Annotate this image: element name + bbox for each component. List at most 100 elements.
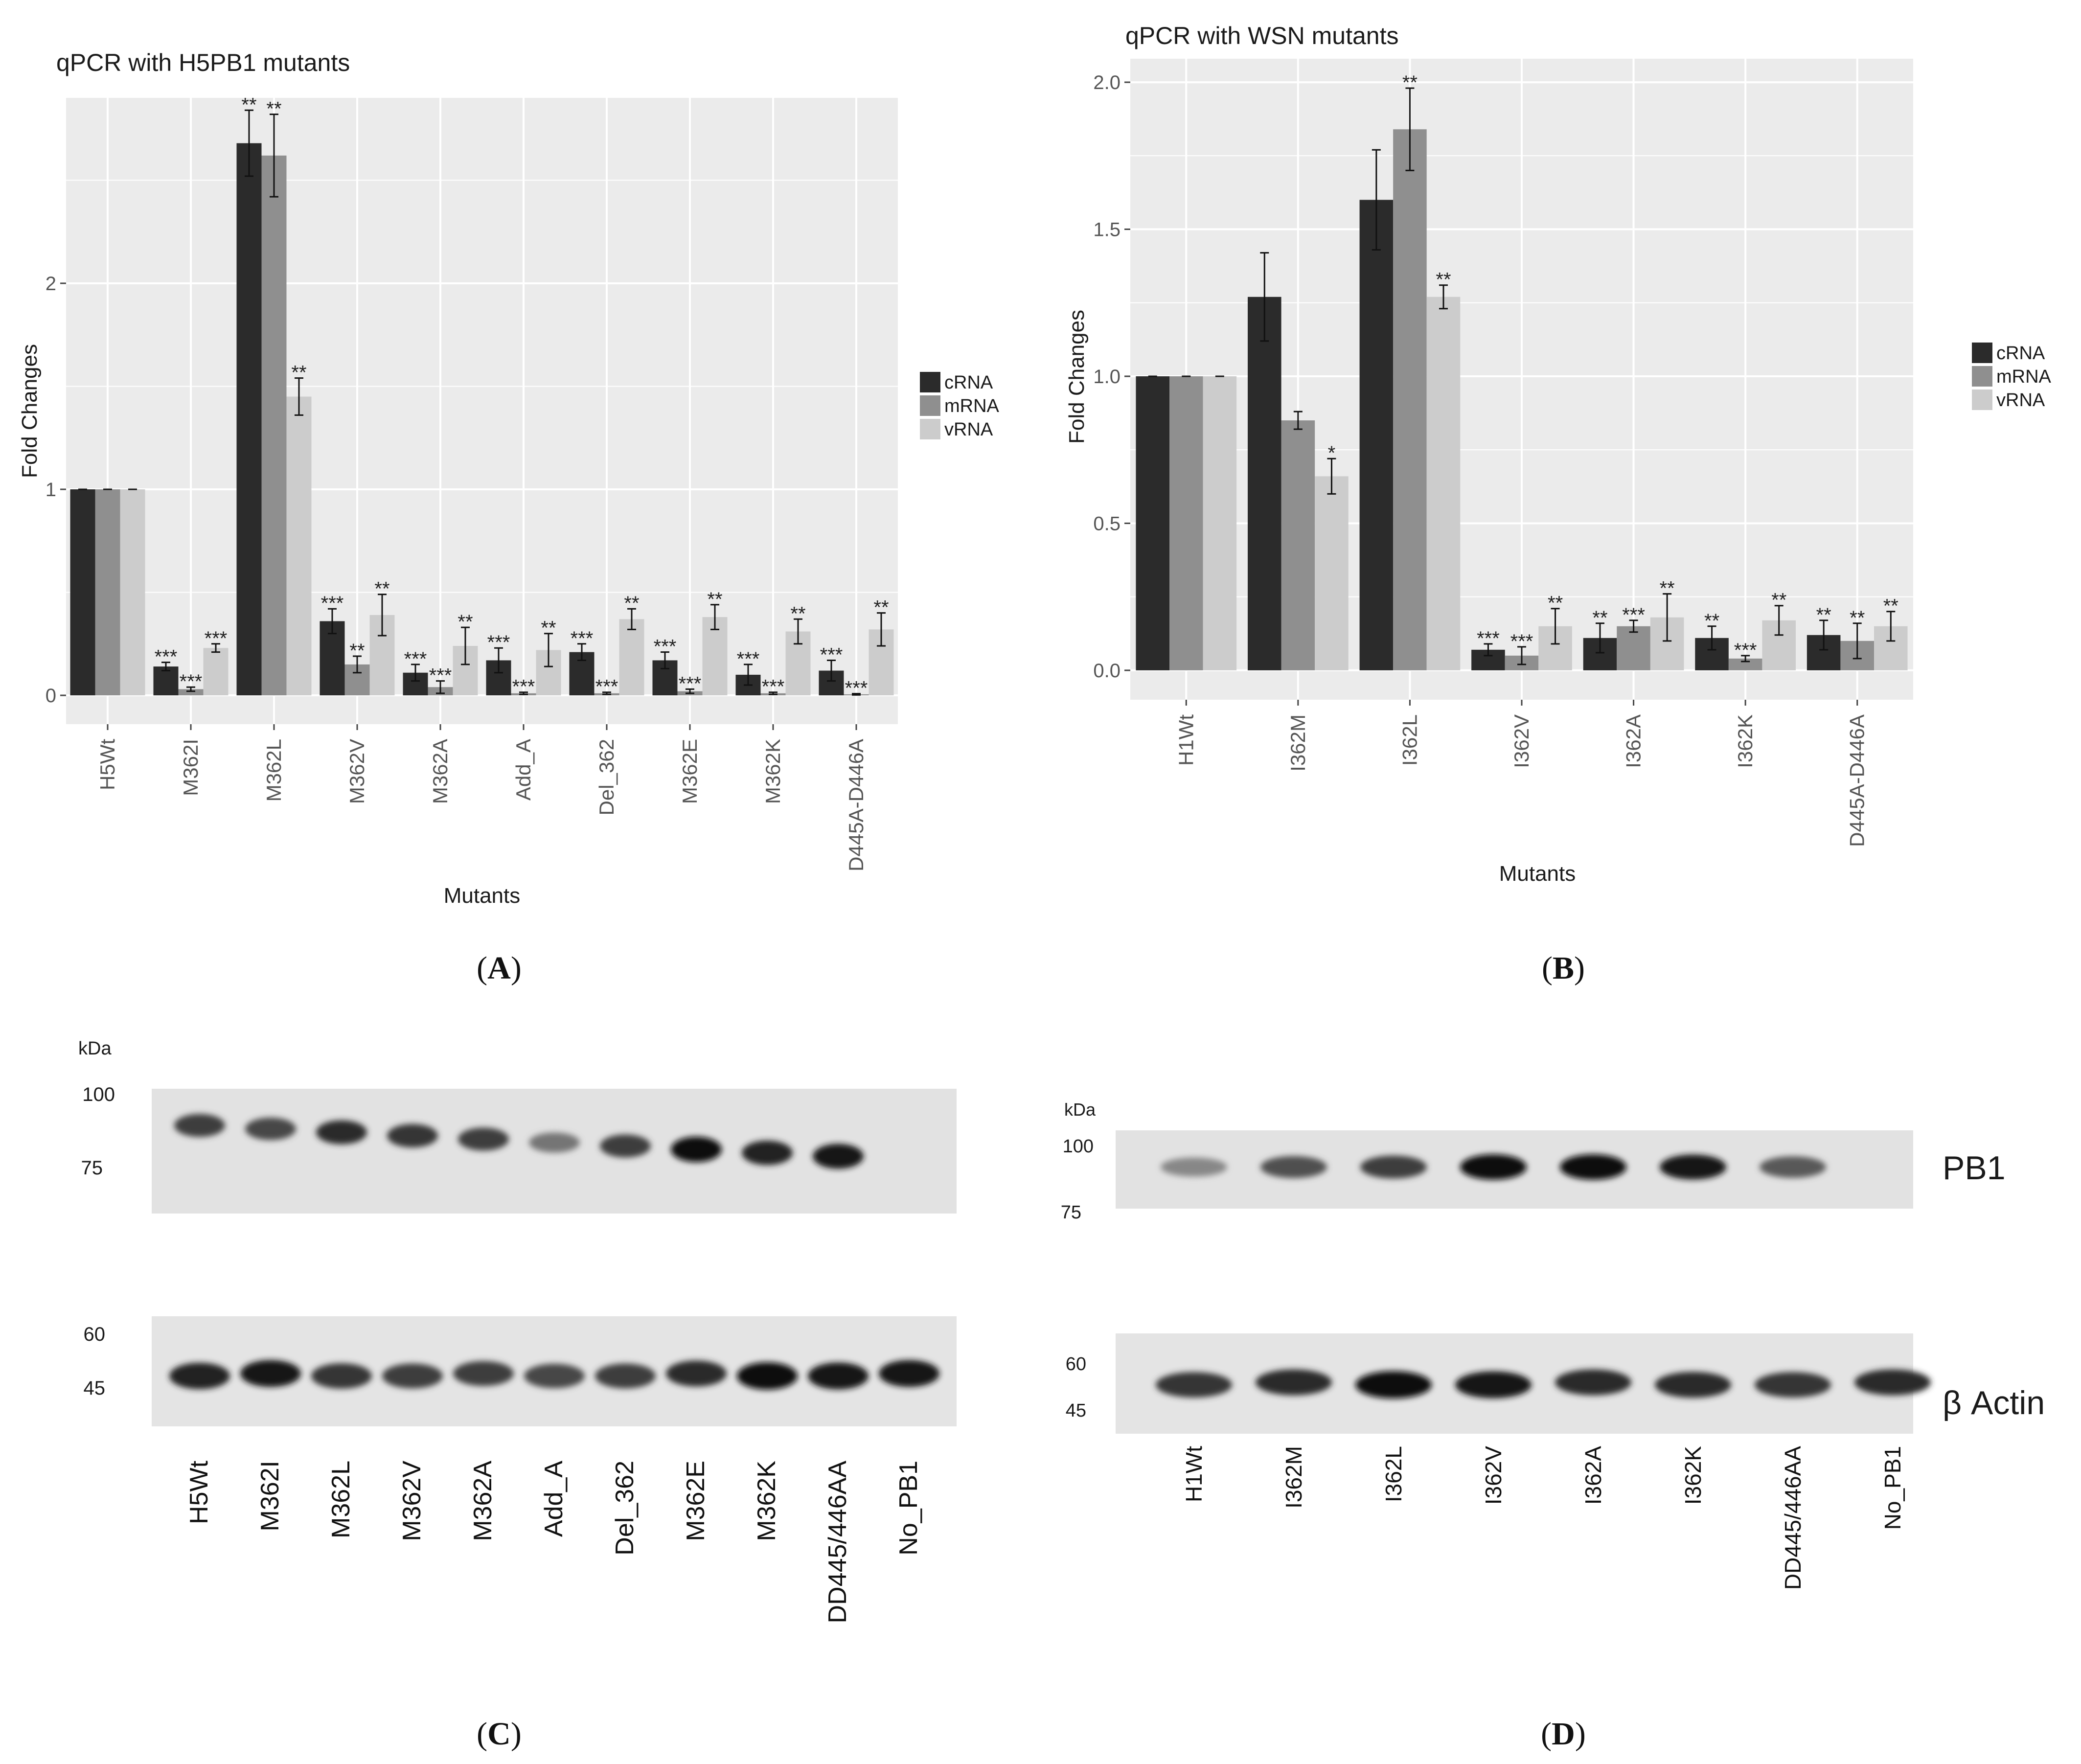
a-significance-stars: ***: [321, 593, 344, 614]
b-bar-vrna: [1426, 297, 1461, 670]
a-significance-stars: ***: [404, 648, 427, 670]
blot-d-bands: [1156, 1154, 1931, 1398]
b-bar-vrna: [1315, 476, 1349, 670]
svg-text:(A): (A): [477, 950, 522, 986]
b-significance-stars: **: [1850, 607, 1865, 629]
c-pb1-band: [529, 1132, 580, 1153]
blot-c-lane-labels: H5Wt M362I M362L M362V M362A Add_A Del_362 M362…: [185, 1460, 923, 1623]
d-actin-band: [1555, 1369, 1631, 1396]
b-significance-stars: **: [1771, 590, 1786, 611]
b-legend-label-crna: cRNA: [1996, 343, 2045, 364]
blot-c-marker-100: 100: [82, 1084, 115, 1105]
b-significance-stars: **: [1592, 607, 1607, 629]
a-bar-crna: [70, 489, 95, 696]
c-actin-band: [169, 1363, 230, 1389]
chart-a-panel: [66, 98, 898, 724]
a-significance-stars: ***: [512, 676, 535, 698]
a-significance-stars: ***: [180, 671, 203, 692]
d-pb1-band: [1260, 1156, 1327, 1178]
d-lane-label: No_PB1: [1880, 1446, 1905, 1530]
c-actin-band: [737, 1362, 798, 1390]
b-ytick-label: 2.0: [1093, 72, 1121, 93]
blot-c-marker-60: 60: [84, 1324, 106, 1345]
a-bar-mrna: [95, 489, 120, 696]
b-bar-mrna: [1281, 420, 1315, 670]
c-pb1-band: [600, 1134, 651, 1158]
chart-b-title: qPCR with WSN mutants: [1125, 22, 1398, 49]
svg-text:(B): (B): [1542, 950, 1585, 986]
panel-letter-a: A: [487, 950, 511, 986]
c-lane-label: M362I: [256, 1461, 284, 1532]
c-actin-band: [453, 1361, 514, 1386]
d-pb1-band: [1760, 1156, 1826, 1178]
d-pb1-band: [1360, 1155, 1427, 1179]
chart-b-bars: ***** ** ************************ **: [1136, 72, 1908, 670]
a-xtick-label: M362K: [761, 739, 784, 804]
chart-b-ylabel: Fold Changes: [1065, 310, 1089, 444]
a-xtick-label: M362A: [429, 739, 452, 804]
svg-text:(C): (C): [477, 1716, 522, 1752]
blot-d: kDa 100 75 60 45 H1Wt I362M I362L I362V I362…: [1061, 1100, 2045, 1590]
d-lane-label: I362A: [1580, 1446, 1606, 1505]
a-significance-stars: ***: [820, 644, 843, 665]
chart-a-axes: 0 1 2 H5Wt M362I M362L M362V M362A Add_A Del_362 M…: [46, 273, 868, 871]
blot-d-marker-60: 60: [1066, 1354, 1086, 1375]
a-significance-stars: ***: [845, 678, 868, 699]
b-significance-stars: **: [1436, 269, 1451, 291]
d-actin-band: [1655, 1372, 1731, 1398]
a-ytick-label: 0: [46, 685, 56, 707]
a-significance-stars: **: [457, 611, 473, 633]
b-xtick-label: I362M: [1286, 714, 1309, 772]
a-significance-stars: ***: [205, 628, 228, 649]
d-pb1-band: [1560, 1154, 1626, 1180]
c-actin-band: [524, 1364, 585, 1388]
a-legend-label-mrna: mRNA: [944, 396, 1000, 416]
blot-c-marker-45: 45: [84, 1377, 106, 1399]
c-lane-label: No_PB1: [894, 1461, 923, 1556]
a-significance-stars: ***: [762, 676, 785, 698]
b-ytick-label: 0.5: [1093, 513, 1121, 534]
d-actin-band: [1355, 1371, 1432, 1398]
a-xtick-label: Add_A: [512, 739, 535, 801]
a-significance-stars: **: [374, 578, 389, 600]
blot-d-kda-label: kDa: [1064, 1100, 1096, 1120]
c-actin-band: [595, 1363, 656, 1389]
blot-c-bands: [169, 1114, 939, 1390]
a-significance-stars: ***: [654, 636, 677, 658]
b-bar-mrna: [1393, 129, 1427, 670]
chart-b-xlabel: Mutants: [1499, 862, 1576, 886]
b-xtick-label: H1Wt: [1174, 714, 1197, 766]
b-xtick-label: I362A: [1622, 714, 1645, 768]
chart-a-legend: cRNA mRNA vRNA: [920, 372, 1000, 440]
b-significance-stars: **: [1883, 596, 1898, 617]
b-ytick-label: 1.5: [1093, 219, 1121, 241]
b-xtick-label: I362L: [1398, 714, 1421, 766]
a-significance-stars: ***: [487, 632, 510, 653]
a-significance-stars: ***: [571, 628, 594, 649]
a-bar-crna: [236, 143, 262, 696]
a-significance-stars: **: [241, 94, 256, 115]
c-pb1-band: [458, 1127, 509, 1151]
a-significance-stars: **: [541, 618, 556, 639]
a-bar-vrna: [203, 648, 229, 696]
c-actin-band: [240, 1360, 301, 1387]
a-significance-stars: ***: [429, 665, 452, 687]
d-lane-label: I362L: [1381, 1446, 1406, 1502]
a-significance-stars: **: [266, 98, 281, 120]
blot-d-marker-75: 75: [1061, 1202, 1081, 1223]
b-legend-swatch-mrna: [1972, 366, 1992, 387]
blot-d-actin-label: β Actin: [1943, 1384, 2045, 1421]
a-xtick-label: Del_362: [595, 739, 618, 815]
a-bar-vrna: [286, 396, 312, 696]
c-actin-band: [879, 1360, 939, 1387]
c-lane-label: Add_A: [540, 1461, 568, 1537]
b-bar-vrna: [1203, 376, 1237, 670]
c-actin-band: [666, 1360, 727, 1387]
a-significance-stars: **: [624, 593, 639, 614]
c-lane-label: M362L: [327, 1461, 355, 1538]
blot-c-marker-75: 75: [81, 1157, 103, 1179]
b-ytick-label: 0.0: [1093, 660, 1121, 682]
b-xtick-label: I362V: [1510, 714, 1533, 768]
a-legend-swatch-mrna: [920, 395, 940, 416]
